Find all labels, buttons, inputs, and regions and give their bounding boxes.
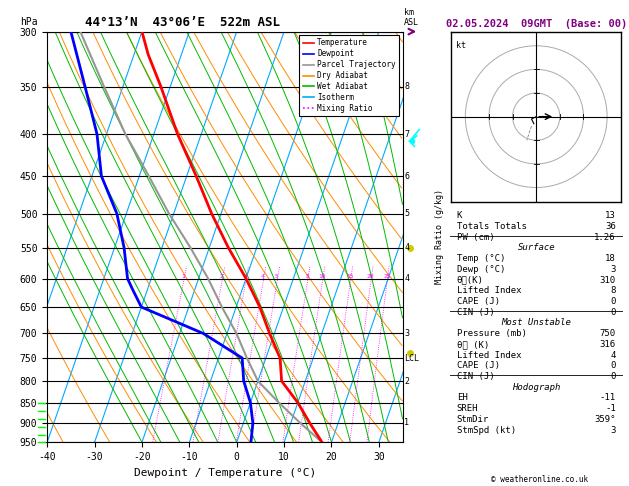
Text: 15: 15 xyxy=(346,274,353,278)
Text: 8: 8 xyxy=(305,274,309,278)
Text: 310: 310 xyxy=(599,276,616,284)
Text: 10: 10 xyxy=(318,274,326,278)
Text: 1.26: 1.26 xyxy=(594,233,616,242)
Text: 4: 4 xyxy=(404,274,409,283)
Text: 750: 750 xyxy=(599,329,616,338)
Text: 25: 25 xyxy=(383,274,391,278)
Text: Dewp (°C): Dewp (°C) xyxy=(457,265,505,274)
Text: 4: 4 xyxy=(261,274,265,278)
Text: 0: 0 xyxy=(610,361,616,370)
Text: StmDir: StmDir xyxy=(457,415,489,424)
Text: Surface: Surface xyxy=(518,243,555,252)
Text: θᴇ (K): θᴇ (K) xyxy=(457,340,489,349)
Text: 20: 20 xyxy=(367,274,374,278)
Text: 2: 2 xyxy=(404,377,409,385)
Text: θᴇ(K): θᴇ(K) xyxy=(457,276,484,284)
Text: 3: 3 xyxy=(610,426,616,434)
Text: hPa: hPa xyxy=(21,17,38,28)
Legend: Temperature, Dewpoint, Parcel Trajectory, Dry Adiabat, Wet Adiabat, Isotherm, Mi: Temperature, Dewpoint, Parcel Trajectory… xyxy=(299,35,399,116)
Text: 13: 13 xyxy=(605,211,616,220)
Text: Temp (°C): Temp (°C) xyxy=(457,254,505,263)
Text: PW (cm): PW (cm) xyxy=(457,233,494,242)
Text: Lifted Index: Lifted Index xyxy=(457,350,521,360)
Text: 1: 1 xyxy=(404,418,409,428)
Text: 3: 3 xyxy=(243,274,247,278)
Text: 4: 4 xyxy=(610,350,616,360)
Text: -1: -1 xyxy=(605,404,616,413)
Text: 3: 3 xyxy=(610,265,616,274)
Text: LCL: LCL xyxy=(404,353,420,363)
Text: Totals Totals: Totals Totals xyxy=(457,222,526,231)
Text: 02.05.2024  09GMT  (Base: 00): 02.05.2024 09GMT (Base: 00) xyxy=(445,19,627,29)
Text: CIN (J): CIN (J) xyxy=(457,372,494,381)
Text: Mixing Ratio (g/kg): Mixing Ratio (g/kg) xyxy=(435,190,443,284)
Text: 8: 8 xyxy=(610,286,616,295)
Text: 0: 0 xyxy=(610,297,616,306)
Text: -11: -11 xyxy=(599,393,616,402)
Text: 5: 5 xyxy=(275,274,279,278)
Text: 7: 7 xyxy=(404,130,409,139)
Text: 8: 8 xyxy=(404,82,409,91)
Text: 6: 6 xyxy=(404,172,409,180)
Text: Most Unstable: Most Unstable xyxy=(501,318,571,328)
Text: 359°: 359° xyxy=(594,415,616,424)
Text: StmSpd (kt): StmSpd (kt) xyxy=(457,426,516,434)
Text: Lifted Index: Lifted Index xyxy=(457,286,521,295)
Text: © weatheronline.co.uk: © weatheronline.co.uk xyxy=(491,474,588,484)
X-axis label: Dewpoint / Temperature (°C): Dewpoint / Temperature (°C) xyxy=(134,468,316,478)
Text: K: K xyxy=(457,211,462,220)
Text: Pressure (mb): Pressure (mb) xyxy=(457,329,526,338)
Text: 0: 0 xyxy=(610,308,616,317)
Text: 3: 3 xyxy=(404,329,409,338)
Text: 18: 18 xyxy=(605,254,616,263)
Text: 5: 5 xyxy=(404,209,409,218)
Text: 1: 1 xyxy=(181,274,185,278)
Text: 2: 2 xyxy=(220,274,223,278)
Text: 4: 4 xyxy=(404,243,409,252)
Text: 44°13’N  43°06’E  522m ASL: 44°13’N 43°06’E 522m ASL xyxy=(85,16,280,29)
Text: kt: kt xyxy=(456,41,466,50)
Text: CIN (J): CIN (J) xyxy=(457,308,494,317)
Text: km
ASL: km ASL xyxy=(404,8,420,28)
Text: 36: 36 xyxy=(605,222,616,231)
Text: CAPE (J): CAPE (J) xyxy=(457,361,499,370)
Text: Hodograph: Hodograph xyxy=(512,382,560,392)
Text: CAPE (J): CAPE (J) xyxy=(457,297,499,306)
Text: SREH: SREH xyxy=(457,404,478,413)
Text: 0: 0 xyxy=(610,372,616,381)
Text: 316: 316 xyxy=(599,340,616,349)
Text: EH: EH xyxy=(457,393,467,402)
